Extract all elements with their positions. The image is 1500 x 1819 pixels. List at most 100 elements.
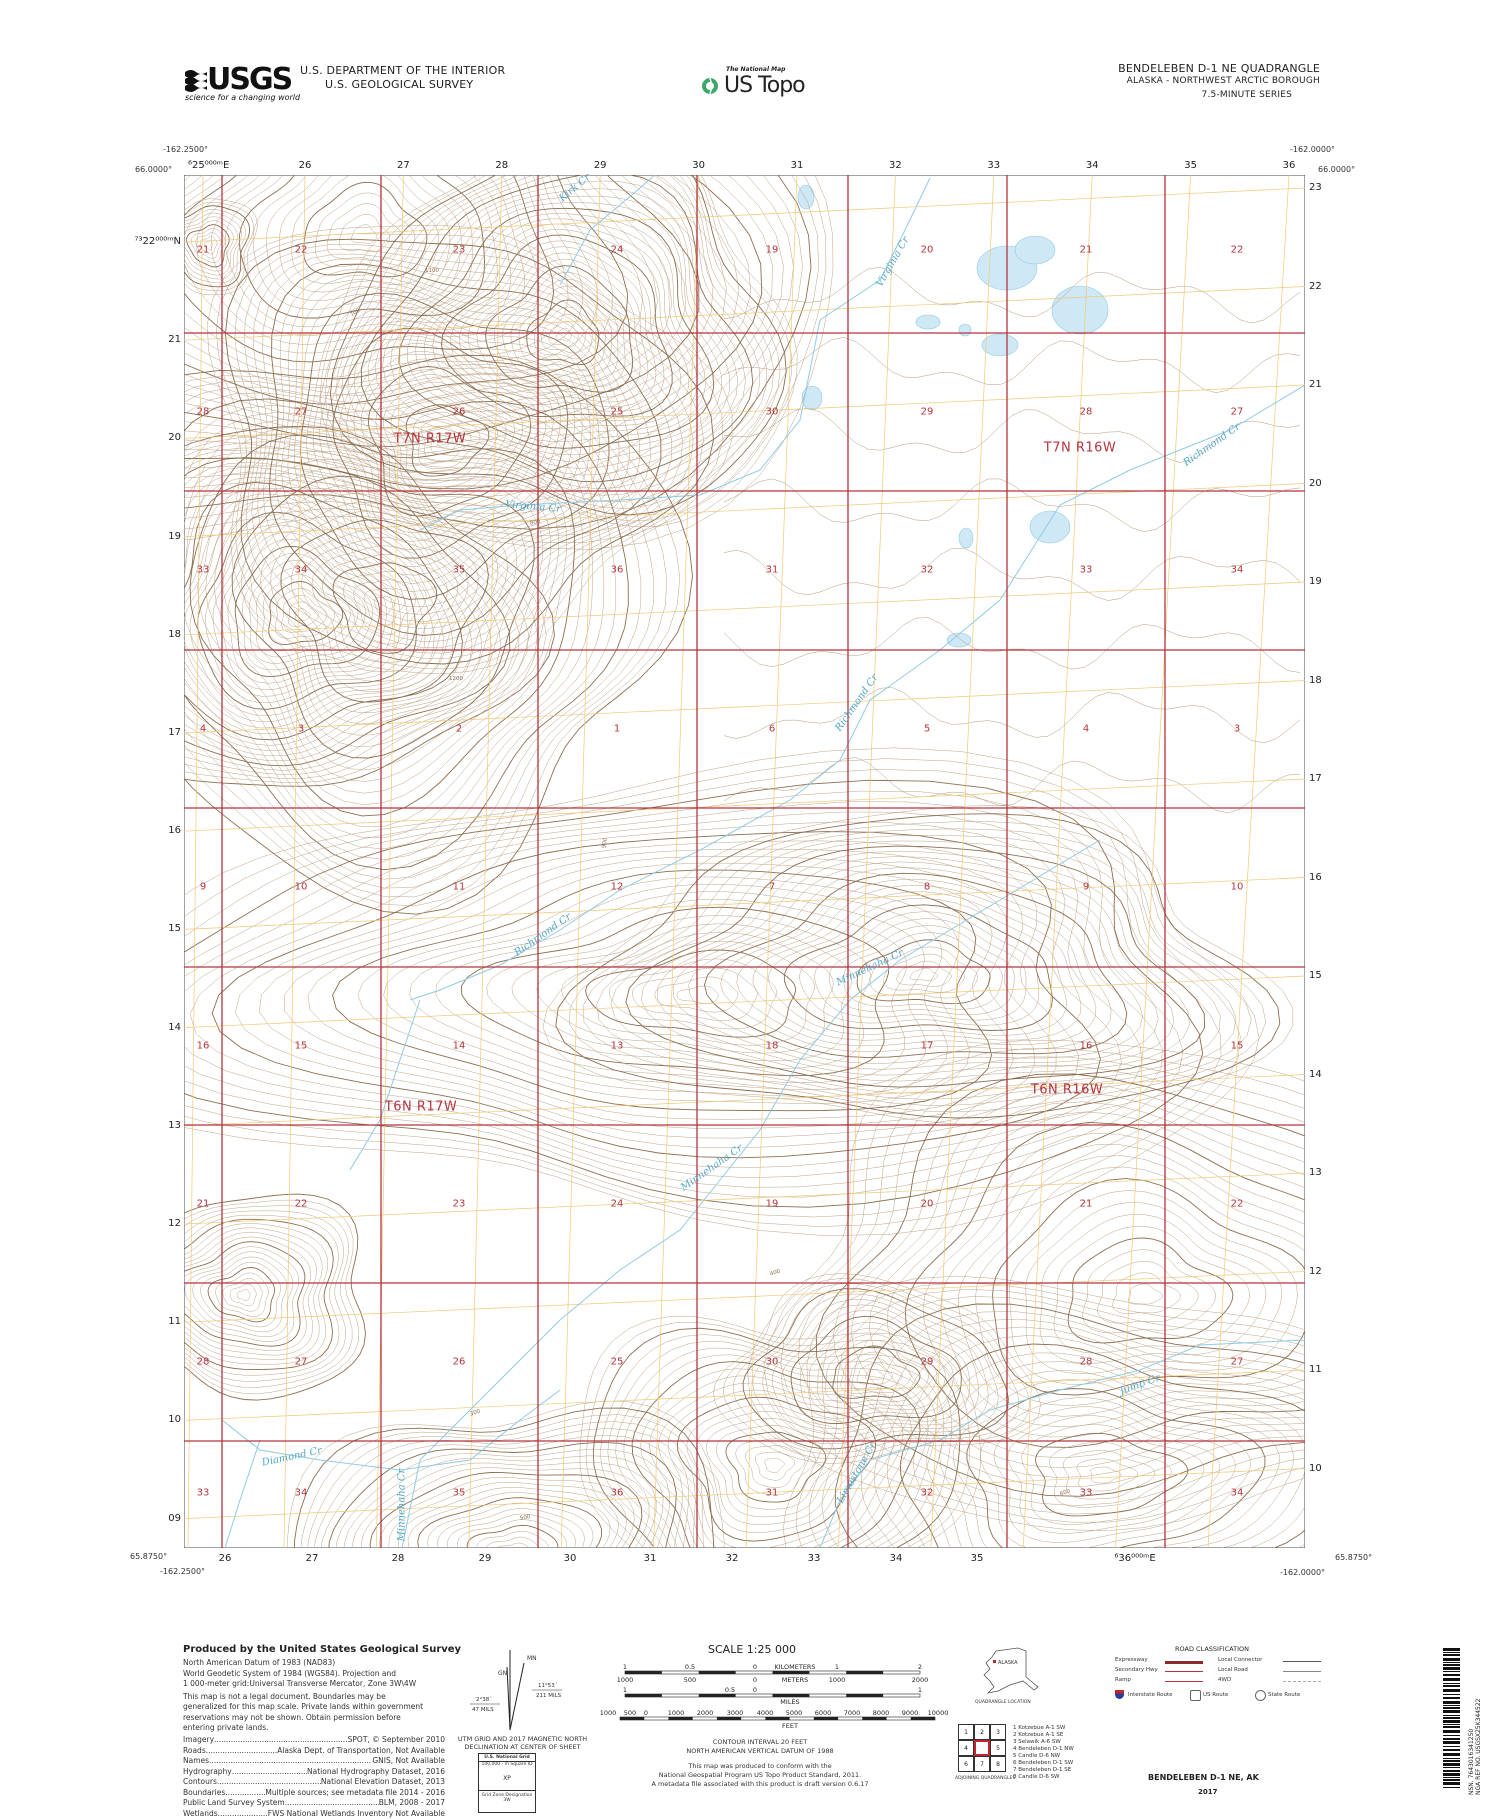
barcode-bar <box>1443 1760 1460 1762</box>
section-number: 20 <box>921 245 934 256</box>
road-type-label: Local Connector <box>1218 1657 1262 1663</box>
adjoining-cell: 1 <box>958 1724 974 1740</box>
section-number: 33 <box>197 565 210 576</box>
section-number: 6 <box>769 724 775 735</box>
section-number: 30 <box>766 407 779 418</box>
national-map-label: The National Map <box>726 66 805 73</box>
scale-tick: 9000 <box>902 1709 919 1717</box>
barcode-bar <box>1443 1685 1460 1687</box>
section-number: 33 <box>1080 565 1093 576</box>
barcode-bar <box>1443 1724 1460 1725</box>
northing-tick: 18 <box>1309 675 1322 686</box>
barcode-bar <box>1443 1787 1460 1788</box>
barcode-bar <box>1443 1674 1460 1676</box>
credit-source: National Elevation Dataset, 2013 <box>321 1777 445 1788</box>
credit-source: Multiple sources; see metadata file 2014… <box>265 1788 445 1799</box>
easting-tick: 33 <box>987 160 1000 171</box>
credit-item: Imagery <box>183 1735 214 1746</box>
se-latitude: 65.8750° <box>1335 1553 1372 1562</box>
northing-tick: ⁷³22⁰⁰⁰ᵐN <box>135 236 181 247</box>
barcode-bar <box>1443 1678 1460 1681</box>
credit-row: Roads...................................… <box>183 1746 445 1757</box>
section-number: 29 <box>921 407 934 418</box>
road-symbol <box>1165 1661 1203 1664</box>
declination-caption: UTM GRID AND 2017 MAGNETIC NORTH DECLINA… <box>455 1735 590 1751</box>
easting-tick: 34 <box>1086 160 1099 171</box>
section-number: 2 <box>456 724 462 735</box>
easting-tick: 26 <box>219 1553 232 1564</box>
contour-elevation-label: 1200 <box>449 676 463 682</box>
map-series: 7.5-MINUTE SERIES <box>1202 90 1292 100</box>
declination-diagram: GN MN 11°53´ 211 MILS 2°38´ 47 MILS <box>470 1645 580 1735</box>
barcode-bar <box>1443 1717 1460 1719</box>
road-type-label: 4WD <box>1218 1677 1231 1683</box>
easting-tick: 35 <box>971 1553 984 1564</box>
credit-item: Public Land Survey System <box>183 1798 285 1809</box>
barcode-bar <box>1443 1662 1460 1663</box>
barcode-text: NSN. 7643016341250 NGA REF NO. USGSX25K3… <box>1468 1699 1482 1796</box>
northing-tick: 10 <box>168 1414 181 1425</box>
section-number: 21 <box>1080 1199 1093 1210</box>
datum-line: North American Datum of 1983 (NAD83) <box>183 1658 423 1669</box>
northing-tick: 10 <box>1309 1463 1322 1474</box>
section-number: 34 <box>1231 565 1244 576</box>
disclaimer-line: entering private lands. <box>183 1723 423 1734</box>
section-number: 9 <box>1083 882 1089 893</box>
road-type-label: Ramp <box>1115 1677 1131 1683</box>
national-grid-box: U.S. National Grid 100,000 - m Square ID… <box>478 1753 536 1813</box>
state-route-icon <box>1255 1690 1266 1701</box>
adjoining-caption: ADJOINING QUADRANGLES <box>955 1776 1015 1781</box>
barcode-bar <box>1443 1738 1460 1740</box>
section-number: 25 <box>611 1357 624 1368</box>
section-number: 33 <box>197 1488 210 1499</box>
section-number: 32 <box>921 565 934 576</box>
barcode-bar <box>1443 1749 1460 1751</box>
scale-unit: KILOMETERS <box>774 1663 815 1671</box>
usgs-logo: USGS <box>185 62 291 97</box>
barcode-bar <box>1443 1730 1460 1733</box>
credit-row: Boundaries..............................… <box>183 1788 445 1799</box>
barcode-bar <box>1443 1758 1460 1759</box>
northing-tick: 16 <box>1309 872 1322 883</box>
easting-tick: 36 <box>1283 160 1296 171</box>
section-number: 18 <box>766 1041 779 1052</box>
scale-tick: 4000 <box>757 1709 774 1717</box>
barcode-bar <box>1443 1726 1460 1728</box>
barcode-bar <box>1443 1770 1460 1772</box>
standard-line: A metadata file associated with this pro… <box>640 1780 880 1789</box>
nga-ref: NGA REF NO. USGSX25K344522 <box>1475 1699 1482 1796</box>
adjoining-quad-name: 1 Kotzebue A-1 SW <box>1013 1725 1074 1732</box>
section-number: 23 <box>453 1199 466 1210</box>
barcode-bar <box>1443 1777 1460 1778</box>
township-label: T7N R17W <box>394 432 467 447</box>
northing-tick: 12 <box>1309 1266 1322 1277</box>
leader-dots: ........................................… <box>232 1767 307 1778</box>
adjoining-quad-name: 2 Kotzebue A-1 SE <box>1013 1732 1074 1739</box>
scale-tick: 1 <box>918 1686 922 1694</box>
se-longitude: -162.0000° <box>1280 1568 1325 1577</box>
adjoining-quad-name: 4 Bendeleben D-1 NW <box>1013 1746 1074 1753</box>
credit-row: Public Land Survey System...............… <box>183 1798 445 1809</box>
scale-tick: 2000 <box>697 1709 714 1717</box>
easting-tick: 27 <box>397 160 410 171</box>
northing-tick: 17 <box>1309 773 1322 784</box>
produced-by: Produced by the United States Geological… <box>183 1644 461 1655</box>
scale-unit: METERS <box>782 1676 808 1684</box>
topographic-map[interactable] <box>184 175 1305 1548</box>
barcode-bar <box>1443 1782 1460 1785</box>
scale-tick: 10000 <box>928 1709 949 1717</box>
quad-name: BENDELEBEN D-1 NE, AK <box>1148 1773 1259 1782</box>
barcode-bar <box>1443 1664 1460 1666</box>
northing-tick: 17 <box>168 727 181 738</box>
scale-tick: 1 <box>835 1663 839 1671</box>
easting-tick: 34 <box>890 1553 903 1564</box>
section-number: 28 <box>1080 1357 1093 1368</box>
easting-tick: 31 <box>644 1553 657 1564</box>
northing-tick: 20 <box>1309 478 1322 489</box>
scale-tick: 7000 <box>844 1709 861 1717</box>
section-number: 8 <box>924 882 930 893</box>
section-number: 35 <box>453 565 466 576</box>
us-topo-logo: The National Map US Topo <box>700 66 805 98</box>
northing-tick: 15 <box>1309 970 1322 981</box>
